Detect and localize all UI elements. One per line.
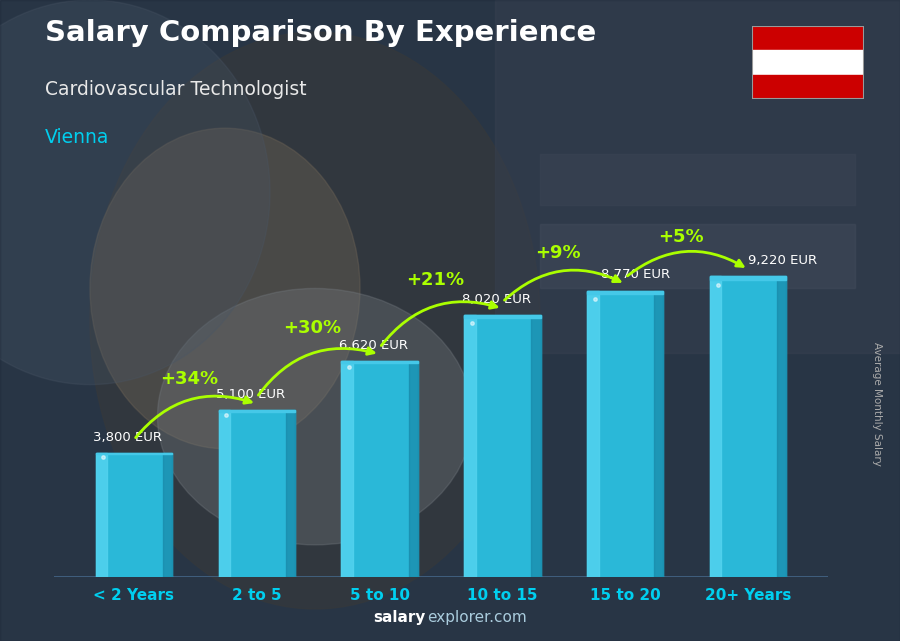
Bar: [219, 410, 295, 412]
Text: +9%: +9%: [535, 244, 581, 262]
Text: Salary Comparison By Experience: Salary Comparison By Experience: [45, 19, 596, 47]
Text: +34%: +34%: [160, 370, 218, 388]
Bar: [540, 224, 855, 288]
Bar: [587, 290, 663, 294]
Bar: [710, 276, 722, 577]
Bar: [464, 315, 541, 577]
FancyArrowPatch shape: [382, 302, 497, 345]
Text: +30%: +30%: [283, 319, 341, 337]
FancyArrowPatch shape: [258, 348, 373, 395]
Bar: [777, 276, 787, 577]
Bar: [531, 315, 541, 577]
Bar: [95, 453, 107, 577]
Text: +5%: +5%: [658, 228, 704, 246]
Ellipse shape: [90, 128, 360, 449]
Text: 9,220 EUR: 9,220 EUR: [748, 254, 817, 267]
Bar: [219, 410, 295, 577]
Bar: [752, 75, 864, 99]
Bar: [752, 26, 864, 50]
Text: Average Monthly Salary: Average Monthly Salary: [872, 342, 883, 466]
Ellipse shape: [0, 0, 270, 385]
Bar: [163, 453, 172, 577]
Bar: [587, 290, 663, 577]
Bar: [752, 50, 864, 75]
FancyArrowPatch shape: [627, 251, 743, 276]
FancyArrowPatch shape: [136, 396, 251, 438]
Bar: [464, 315, 476, 577]
Text: Vienna: Vienna: [45, 128, 110, 147]
Text: 8,020 EUR: 8,020 EUR: [462, 293, 531, 306]
Bar: [409, 361, 418, 577]
FancyArrowPatch shape: [505, 270, 620, 300]
Text: +21%: +21%: [406, 271, 464, 289]
Bar: [710, 276, 787, 279]
Text: 5,100 EUR: 5,100 EUR: [216, 388, 285, 401]
Text: 8,770 EUR: 8,770 EUR: [600, 269, 670, 281]
Text: salary: salary: [374, 610, 426, 625]
Bar: [285, 410, 295, 577]
Bar: [587, 290, 599, 577]
Bar: [495, 0, 900, 353]
Bar: [710, 276, 787, 577]
Text: 6,620 EUR: 6,620 EUR: [339, 338, 408, 352]
Bar: [95, 453, 172, 577]
Bar: [341, 361, 418, 363]
Bar: [464, 315, 541, 318]
Bar: [341, 361, 353, 577]
Bar: [95, 453, 172, 454]
Bar: [219, 410, 230, 577]
Text: explorer.com: explorer.com: [428, 610, 527, 625]
Bar: [341, 361, 418, 577]
Bar: [540, 154, 855, 205]
Bar: [654, 290, 663, 577]
Ellipse shape: [90, 32, 540, 609]
Text: Cardiovascular Technologist: Cardiovascular Technologist: [45, 80, 307, 99]
Ellipse shape: [158, 288, 473, 545]
Text: 3,800 EUR: 3,800 EUR: [94, 431, 162, 444]
